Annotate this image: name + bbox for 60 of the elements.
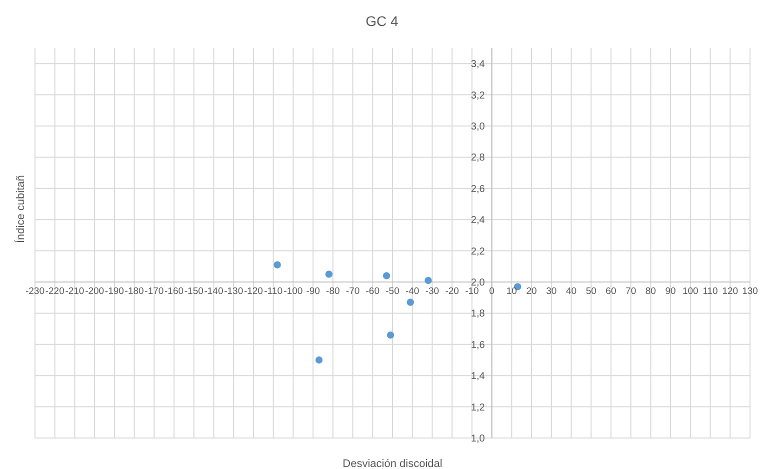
x-tick-label: 70 [626,286,636,297]
x-tick-label: -120 [244,286,263,297]
x-tick-label: -30 [425,286,440,297]
x-tick-label: 50 [586,286,596,297]
x-tick-label: -150 [184,286,204,297]
x-tick-label: 120 [722,286,738,297]
x-tick-label: 60 [606,286,616,297]
y-tick-label: 1,8 [470,308,486,320]
y-tick-label: 2,0 [470,278,486,288]
point [386,331,394,339]
x-tick-label: -20 [445,286,459,297]
x-tick-label: -220 [45,286,64,297]
x-tick-label: -90 [306,286,320,297]
x-tick-label: 20 [526,286,537,297]
x-tick-label: 10 [506,286,517,297]
point [406,298,414,306]
y-tick-label: 3,4 [470,59,486,70]
x-tick-label: -170 [144,286,164,297]
x-tick-label: 130 [742,286,758,297]
x-tick-label: 100 [682,286,698,297]
point [424,276,432,284]
x-tick-label: -230 [25,286,45,297]
point [325,270,333,278]
x-tick-label: -10 [465,286,479,297]
y-tick-label: 2,8 [470,152,486,164]
x-tick-label: -130 [224,286,244,297]
x-tick-label: 110 [702,286,718,297]
x-tick-label: 90 [665,286,676,297]
y-tick-label: 1,4 [470,371,486,382]
x-tick-label: -80 [326,286,340,297]
x-tick-label: -190 [104,286,124,297]
y-tick-label: 3,0 [470,122,486,132]
x-tick-label: -100 [284,286,303,297]
point [382,272,390,280]
y-tick-label: 3,2 [470,90,486,102]
x-tick-label: 40 [566,286,577,297]
x-tick-label: -210 [65,286,84,297]
x-tick-label: -50 [386,286,400,297]
x-tick-label: -60 [366,286,380,297]
y-tick-label: 2,4 [470,215,486,226]
y-tick-label: 2,2 [470,246,486,258]
x-tick-label: 0 [489,286,494,297]
point [274,261,281,268]
x-tick-label: -160 [164,286,184,297]
x-tick-label: -70 [346,286,360,297]
point [315,356,323,364]
x-tick-label: -110 [264,286,282,297]
x-axis-title: Desviación discoidal [342,458,442,469]
x-tick-label: -200 [85,286,104,297]
x-tick-label: -180 [124,286,144,297]
y-tick-label: 2,6 [470,184,486,195]
chart-title: GC 4 [364,13,400,29]
y-axis-title: Índice cubitañ [14,175,27,243]
y-tick-label: 1,6 [470,340,486,351]
x-tick-label: 30 [546,286,557,297]
x-tick-label: -40 [405,286,420,297]
y-tick-label: 1,2 [470,402,486,414]
x-tick-label: 80 [645,286,656,297]
y-tick-label: 1,0 [470,434,486,444]
x-tick-label: -140 [204,286,224,297]
